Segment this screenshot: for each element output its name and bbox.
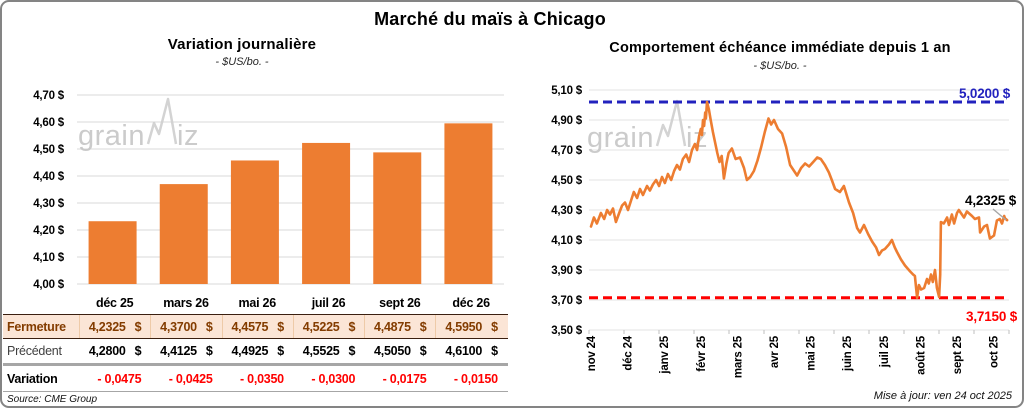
svg-text:juil 25: juil 25 (879, 335, 891, 368)
y-tick-label: 3,70 $ (551, 295, 583, 307)
y-tick-label: 4,00 $ (33, 279, 65, 291)
y-tick-label: 4,70 $ (551, 145, 583, 157)
daily-variation-title: Variation journalière (167, 36, 317, 53)
table-cell: 4,5950 $ (435, 315, 506, 338)
column-header: mai 26 (238, 296, 277, 310)
last-label-leader (992, 208, 1007, 221)
page-title: Marché du maïs à Chicago (374, 9, 606, 29)
table-cell: 4,4925 $ (231, 344, 284, 358)
daily-variation-chart: 4,70 $ 4,60 $ 4,50 $ 4,40 $ 4,30 $ 4,20 $ 4,10… (33, 90, 504, 291)
row-label-variation: Variation (7, 371, 58, 386)
y-tick-label: 4,90 $ (551, 115, 583, 127)
month-label: sept 25 (952, 335, 964, 374)
table-cell: - 0,0425 (168, 371, 213, 386)
table-cell: 4,4575 $ (221, 315, 293, 338)
last-price-label: 4,2325 $ (965, 193, 1017, 208)
row-label-fermeture: Fermeture (7, 319, 66, 334)
y-tick-label: 4,30 $ (551, 205, 583, 217)
y-tick-label: 5,10 $ (551, 85, 583, 97)
table-cell: 4,2800 $ (88, 344, 142, 358)
update-note: Mise à jour: ven 24 oct 2025 (873, 390, 1012, 402)
front-month-title: Comportement échéance immédiate depuis 1… (609, 40, 951, 56)
front-month-subtitle: - $US/bo. - (753, 60, 807, 72)
month-label: avr 25 (769, 335, 781, 368)
svg-text:iz: iz (177, 120, 199, 152)
month-label: mai 25 (806, 335, 818, 370)
month-label: mars 25 (732, 335, 744, 378)
y-tick-label: 4,20 $ (33, 225, 65, 237)
month-label: janv 25 (659, 335, 671, 374)
max-label: 5,0200 $ (959, 86, 1011, 101)
bar-juil 26 (302, 142, 351, 284)
svg-text:juin 25: juin 25 (842, 335, 854, 372)
svg-text:oct 25: oct 25 (989, 335, 1001, 368)
quotes-table: déc 25 mars 26 mai 26 juil 26 sept 26 déc 26 F… (3, 292, 508, 392)
table-cell: 4,6100 $ (445, 344, 498, 358)
source-note: Source: CME Group (7, 394, 98, 405)
svg-text:grain: grain (587, 122, 654, 154)
grainwiz-watermark: grain iz (587, 99, 707, 154)
month-label: févr 25 (696, 335, 708, 371)
table-cell: 4,5050 $ (374, 344, 427, 358)
column-header: sept 26 (379, 296, 421, 310)
y-tick-label: 3,50 $ (551, 325, 583, 337)
table-cell: 4,5525 $ (302, 344, 356, 358)
svg-text:mars 25: mars 25 (732, 335, 744, 378)
table-cell: - 0,0300 (311, 371, 356, 386)
table-cell: 4,3700 $ (150, 315, 221, 338)
month-label: août 25 (915, 335, 927, 375)
y-tick-label: 4,50 $ (551, 175, 583, 187)
row-label-precedent: Précédent (7, 344, 62, 358)
svg-text:mai 25: mai 25 (806, 335, 818, 370)
month-label: juil 25 (879, 335, 891, 368)
daily-variation-subtitle: - $US/bo. - (215, 56, 269, 68)
table-cell: 4,2325 $ (79, 315, 150, 338)
column-header: déc 26 (452, 296, 490, 310)
svg-text:grain: grain (78, 120, 145, 152)
table-row-precedent: Précédent 4,2800 $ 4,4125 $ 4,4925 $ 4,5525 $ 4,5… (3, 339, 508, 366)
month-label: oct 25 (989, 335, 1001, 368)
y-tick-label: 4,10 $ (33, 252, 65, 264)
bar-déc 25 (88, 221, 137, 284)
table-cell: 4,4875 $ (364, 315, 435, 338)
price-line (589, 100, 1009, 299)
grainwiz-watermark: grain iz (78, 97, 199, 152)
month-label: nov 24 (586, 335, 598, 371)
svg-text:août 25: août 25 (915, 335, 927, 375)
bar-déc 26 (444, 123, 493, 284)
month-label: déc 24 (623, 335, 635, 370)
y-tick-label: 4,70 $ (33, 90, 65, 102)
svg-text:févr 25: févr 25 (696, 335, 708, 371)
y-tick-label: 4,60 $ (33, 117, 65, 129)
table-cell: - 0,0175 (382, 371, 427, 386)
y-tick-label: 4,50 $ (33, 144, 65, 156)
y-tick-label: 4,30 $ (33, 198, 65, 210)
table-header-row: déc 25 mars 26 mai 26 juil 26 sept 26 déc 26 (3, 292, 508, 314)
table-cell: 4,5225 $ (292, 315, 364, 338)
table-cell: - 0,0150 (453, 371, 498, 386)
month-label: juin 25 (842, 335, 854, 372)
svg-text:avr 25: avr 25 (769, 335, 781, 368)
svg-text:janv 25: janv 25 (659, 335, 671, 374)
bar-mars 26 (159, 184, 208, 284)
svg-text:nov 24: nov 24 (586, 335, 598, 371)
table-cell: - 0,0475 (97, 371, 142, 386)
y-tick-label: 4,10 $ (551, 235, 583, 247)
y-tick-label: 4,40 $ (33, 171, 65, 183)
column-header: mars 26 (163, 296, 209, 310)
column-header: juil 26 (311, 296, 346, 310)
y-tick-label: 3,90 $ (551, 265, 583, 277)
front-month-chart: 5,10 $ 4,90 $ 4,70 $ 4,50 $ 4,30 $ 4,10 $ 3,90… (551, 85, 1018, 378)
bar-sept 26 (373, 152, 422, 284)
table-row-variation: Variation - 0,0475 - 0,0425 - 0,0350 - 0,030… (3, 366, 508, 392)
bar-mai 26 (230, 160, 279, 284)
column-header: déc 25 (95, 296, 134, 310)
min-label: 3,7150 $ (966, 309, 1018, 324)
svg-text:déc 24: déc 24 (623, 335, 635, 370)
svg-text:sept 25: sept 25 (952, 335, 964, 374)
table-cell: 4,4125 $ (160, 344, 213, 358)
table-cell: - 0,0350 (240, 371, 284, 386)
table-row-fermeture: Fermeture 4,2325 $4,3700 $4,4575 $4,5225 $4,4… (3, 314, 508, 339)
